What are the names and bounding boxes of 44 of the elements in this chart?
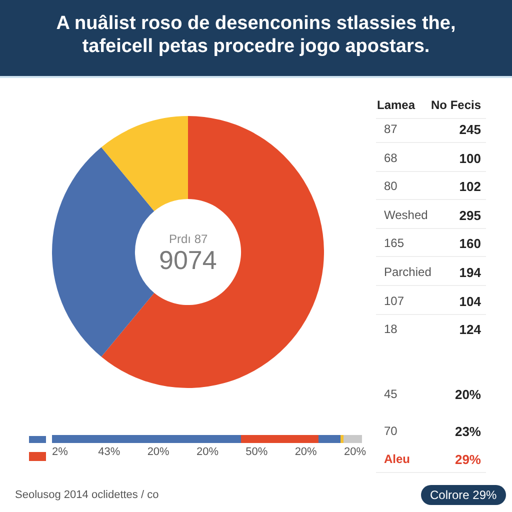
text: 43% — [98, 446, 120, 458]
text: 124 — [459, 322, 481, 338]
text: Prdı 87 — [169, 232, 208, 246]
text: 107 — [384, 294, 404, 308]
text: 70 — [384, 424, 398, 438]
text: 9074 — [159, 245, 217, 275]
donut-slice — [52, 147, 154, 357]
text: 295 — [459, 208, 481, 223]
text: 18 — [384, 322, 398, 336]
text: 80 — [384, 179, 398, 194]
text: 165 — [384, 236, 404, 250]
text: 20% — [294, 446, 317, 458]
text: 20% — [196, 446, 219, 458]
text: Weshed — [384, 208, 428, 222]
text: 104 — [459, 294, 481, 309]
text: 29% — [454, 452, 481, 467]
bar — [318, 435, 340, 443]
text: 50% — [246, 446, 268, 458]
text: No Fecis — [430, 98, 481, 112]
text: 23% — [454, 424, 481, 439]
bar — [241, 435, 319, 443]
text: 20% — [454, 387, 481, 402]
donut-slice — [101, 116, 324, 388]
text: Aleu — [384, 452, 410, 466]
text: 20% — [147, 446, 170, 458]
text: 160 — [459, 236, 481, 252]
text: 68 — [384, 150, 398, 165]
text: 45 — [384, 387, 398, 401]
text: 102 — [459, 179, 481, 194]
text: Colrore 29% — [421, 485, 506, 505]
text: 2% — [52, 446, 68, 458]
text: 245 — [459, 122, 481, 137]
bar — [52, 435, 242, 443]
chart-title: A nuâlist roso de desenconins stlassies the, tafeicell petas procedre jogo apostars. — [55, 12, 457, 58]
text: 20% — [344, 446, 366, 458]
donut-slice — [101, 116, 188, 212]
text: Parchied — [384, 265, 432, 279]
text: 87 — [384, 122, 398, 136]
text: 100 — [459, 150, 481, 166]
text: 194 — [459, 265, 481, 280]
text: Lamea — [377, 98, 416, 112]
bar — [343, 435, 362, 443]
bar — [340, 435, 344, 443]
text: Seolusog 2014 oclidettes / co — [15, 489, 159, 501]
